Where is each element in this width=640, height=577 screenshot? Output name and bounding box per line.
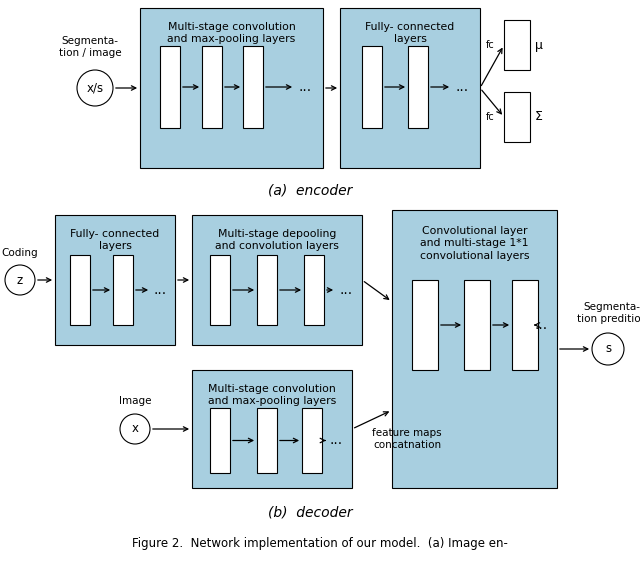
Text: ...: ... bbox=[339, 283, 353, 297]
Text: Fully- connected
layers: Fully- connected layers bbox=[70, 229, 159, 252]
Bar bbox=[113, 255, 133, 325]
Bar bbox=[304, 255, 324, 325]
Bar bbox=[412, 280, 438, 370]
Bar bbox=[504, 20, 530, 70]
Bar bbox=[70, 255, 90, 325]
Bar bbox=[512, 280, 538, 370]
Bar bbox=[302, 408, 322, 473]
Text: Segmenta-
tion predition: Segmenta- tion predition bbox=[577, 302, 640, 324]
Bar bbox=[210, 408, 230, 473]
Circle shape bbox=[592, 333, 624, 365]
Bar bbox=[257, 255, 277, 325]
Circle shape bbox=[5, 265, 35, 295]
Text: ...: ... bbox=[298, 80, 312, 94]
Text: x/s: x/s bbox=[86, 81, 104, 95]
Bar bbox=[55, 215, 175, 345]
Text: Fully- connected
layers: Fully- connected layers bbox=[365, 22, 454, 44]
Bar bbox=[243, 46, 263, 128]
Bar bbox=[192, 215, 362, 345]
Text: ...: ... bbox=[330, 433, 342, 448]
Text: (a)  encoder: (a) encoder bbox=[268, 183, 352, 197]
Text: ...: ... bbox=[534, 318, 548, 332]
Circle shape bbox=[77, 70, 113, 106]
Bar bbox=[160, 46, 180, 128]
Text: ...: ... bbox=[456, 80, 468, 94]
Circle shape bbox=[120, 414, 150, 444]
Text: x: x bbox=[131, 422, 138, 436]
Text: s: s bbox=[605, 343, 611, 355]
Bar bbox=[362, 46, 382, 128]
Text: Image: Image bbox=[119, 396, 151, 406]
Text: Multi-stage convolution
and max-pooling layers: Multi-stage convolution and max-pooling … bbox=[168, 22, 296, 44]
Text: z: z bbox=[17, 273, 23, 287]
Bar bbox=[257, 408, 277, 473]
Bar bbox=[210, 255, 230, 325]
Bar bbox=[340, 8, 480, 168]
Text: fc: fc bbox=[486, 112, 494, 122]
Bar bbox=[202, 46, 222, 128]
Text: Figure 2.  Network implementation of our model.  (a) Image en-: Figure 2. Network implementation of our … bbox=[132, 537, 508, 549]
Text: μ: μ bbox=[535, 39, 543, 51]
Text: Segmenta-
tion / image: Segmenta- tion / image bbox=[59, 36, 122, 58]
Text: ...: ... bbox=[154, 283, 166, 297]
Text: fc: fc bbox=[486, 40, 494, 50]
Bar bbox=[408, 46, 428, 128]
Bar bbox=[464, 280, 490, 370]
Bar bbox=[392, 210, 557, 488]
Text: Convolutional layer
and multi-stage 1*1
convolutional layers: Convolutional layer and multi-stage 1*1 … bbox=[420, 226, 529, 261]
Text: feature maps
concatnation: feature maps concatnation bbox=[372, 428, 442, 450]
Text: Multi-stage depooling
and convolution layers: Multi-stage depooling and convolution la… bbox=[215, 229, 339, 252]
Text: Coding: Coding bbox=[2, 248, 38, 258]
Bar bbox=[140, 8, 323, 168]
Bar bbox=[192, 370, 352, 488]
Bar bbox=[504, 92, 530, 142]
Text: Multi-stage convolution
and max-pooling layers: Multi-stage convolution and max-pooling … bbox=[208, 384, 336, 406]
Text: Σ: Σ bbox=[535, 111, 543, 123]
Text: (b)  decoder: (b) decoder bbox=[268, 506, 352, 520]
